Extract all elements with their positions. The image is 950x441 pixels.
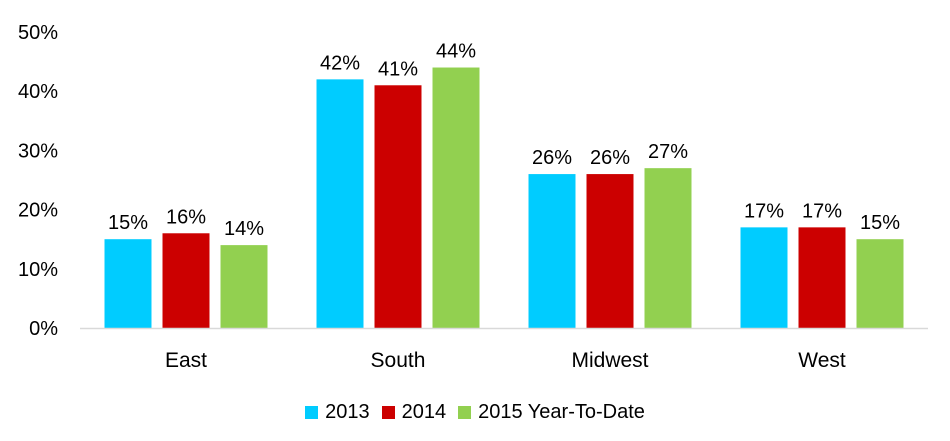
legend-label: 2015 Year-To-Date — [478, 400, 645, 423]
legend-item: 2014 — [381, 400, 447, 424]
legend-item: 2015 Year-To-Date — [458, 401, 645, 424]
data-label: 15% — [108, 212, 148, 234]
y-axis: 0% 10% 20% 30% 40% 50% — [18, 22, 58, 340]
x-category-label: South — [371, 349, 426, 372]
bar-west-2015 — [856, 239, 904, 328]
data-label: 15% — [860, 212, 900, 234]
data-label: 42% — [320, 52, 360, 74]
bars — [104, 67, 904, 329]
data-label: 26% — [590, 147, 630, 169]
legend-swatch — [305, 405, 319, 419]
data-label: 44% — [436, 41, 476, 63]
data-label: 41% — [378, 58, 418, 80]
legend-item: 2013 — [305, 401, 370, 424]
data-label: 14% — [224, 218, 264, 240]
bar-east-2014 — [162, 233, 210, 328]
legend-swatch — [458, 405, 472, 419]
bar-south-2013 — [316, 79, 364, 328]
bar-south-2015 — [432, 67, 480, 329]
bar-west-2013 — [740, 227, 788, 328]
data-label: 17% — [802, 200, 842, 222]
y-tick-label: 20% — [18, 200, 58, 222]
bar-midwest-2013 — [528, 174, 576, 328]
x-category-label: East — [165, 349, 207, 372]
bar-east-2013 — [104, 239, 152, 328]
bar-midwest-2014 — [586, 174, 634, 328]
legend: 2013 2014 2015 Year-To-Date — [0, 396, 950, 428]
legend-label: 2014 — [401, 400, 447, 423]
x-axis: East South Midwest West — [80, 327, 928, 372]
data-label: 16% — [166, 206, 206, 228]
legend-label: 2013 — [325, 400, 370, 423]
data-label: 26% — [532, 147, 572, 169]
bar-east-2015 — [220, 245, 268, 328]
y-tick-label: 50% — [18, 22, 58, 44]
x-category-label: Midwest — [571, 349, 648, 372]
bar-south-2014 — [374, 85, 422, 328]
bar-midwest-2015 — [644, 168, 692, 328]
legend-swatch — [381, 405, 395, 419]
data-labels: 15% 16% 14% 42% 41% 44% 26% 26% 27% 17% 17% 15% — [108, 41, 900, 241]
bar-chart: 0% 10% 20% 30% 40% 50% 15% 16% 14% 42% 41% 44% 26% 2… — [18, 22, 928, 372]
x-category-label: West — [798, 349, 846, 372]
data-label: 17% — [744, 200, 784, 222]
y-tick-label: 40% — [18, 81, 58, 103]
data-label: 27% — [648, 141, 688, 163]
y-tick-label: 0% — [29, 318, 58, 340]
y-tick-label: 30% — [18, 140, 58, 162]
y-tick-label: 10% — [18, 259, 58, 281]
bar-west-2014 — [798, 227, 846, 328]
